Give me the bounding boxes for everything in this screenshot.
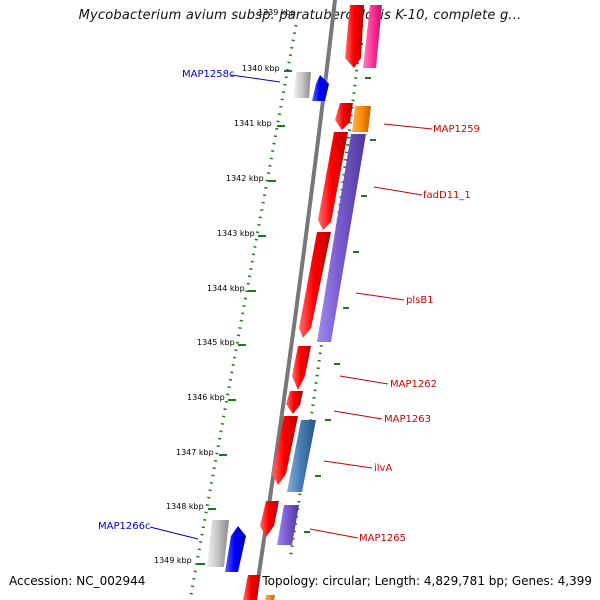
gene-block[interactable] xyxy=(317,134,366,342)
tick-label: 1339 kbp xyxy=(258,8,296,17)
gene-block[interactable] xyxy=(265,595,275,600)
gene-arrow[interactable] xyxy=(345,5,364,68)
gene-block-grey[interactable] xyxy=(294,72,311,98)
map-title: Mycobacterium avium subsp. paratuberculo… xyxy=(78,8,522,23)
tick-label: 1342 kbp xyxy=(226,174,264,183)
gene-arrow[interactable] xyxy=(272,416,298,485)
gene-block[interactable] xyxy=(277,505,299,545)
tick-label: 1349 kbp xyxy=(154,556,192,565)
gene-block[interactable] xyxy=(363,5,382,68)
gene-label-ilva[interactable]: ilvA xyxy=(374,463,392,474)
gene-label-map1263[interactable]: MAP1263 xyxy=(384,414,431,425)
gene-arrow[interactable] xyxy=(243,575,260,600)
tick-label: 1346 kbp xyxy=(187,393,225,402)
gene-block[interactable] xyxy=(352,106,371,132)
tick-label: 1348 kbp xyxy=(166,502,204,511)
gene-label-plsb1[interactable]: plsB1 xyxy=(406,295,434,306)
gene-block-grey[interactable] xyxy=(207,520,229,567)
gene-arrow[interactable] xyxy=(299,232,331,338)
label-leaders xyxy=(149,74,433,540)
gene-label-map1262[interactable]: MAP1262 xyxy=(390,379,437,390)
accession-text: Accession: NC_002944 xyxy=(9,574,146,588)
tick-label: 1343 kbp xyxy=(217,229,255,238)
gene-label-map1259[interactable]: MAP1259 xyxy=(433,124,480,135)
tick-label: 1345 kbp xyxy=(197,338,235,347)
reverse-strand-genes xyxy=(207,72,329,572)
tick-label: 1347 kbp xyxy=(176,448,214,457)
tick-label: 1340 kbp xyxy=(242,64,280,73)
gene-label-map1258c[interactable]: MAP1258c xyxy=(182,69,234,80)
forward-strand-genes xyxy=(243,5,364,600)
scale-ring-outer xyxy=(188,24,298,600)
tick-label: 1341 kbp xyxy=(234,119,272,128)
gene-arrow[interactable] xyxy=(260,501,279,537)
outer-ticks xyxy=(197,70,292,565)
gene-label-map1266c[interactable]: MAP1266c xyxy=(98,521,150,532)
gene-arrow[interactable] xyxy=(286,391,303,414)
gene-label-map1265[interactable]: MAP1265 xyxy=(359,533,406,544)
gene-arrow-reverse[interactable] xyxy=(312,75,329,101)
gene-arrow[interactable] xyxy=(318,132,348,230)
gene-arrow-reverse[interactable] xyxy=(225,526,246,572)
tick-label: 1344 kbp xyxy=(207,284,245,293)
gene-block[interactable] xyxy=(287,420,316,492)
cog-category-genes xyxy=(265,5,382,600)
gene-arrow[interactable] xyxy=(335,103,353,130)
gene-label-fadd11-1[interactable]: fadD11_1 xyxy=(423,190,471,201)
topology-text: Topology: circular; Length: 4,829,781 bp… xyxy=(262,574,592,588)
gene-arrow[interactable] xyxy=(292,346,311,390)
